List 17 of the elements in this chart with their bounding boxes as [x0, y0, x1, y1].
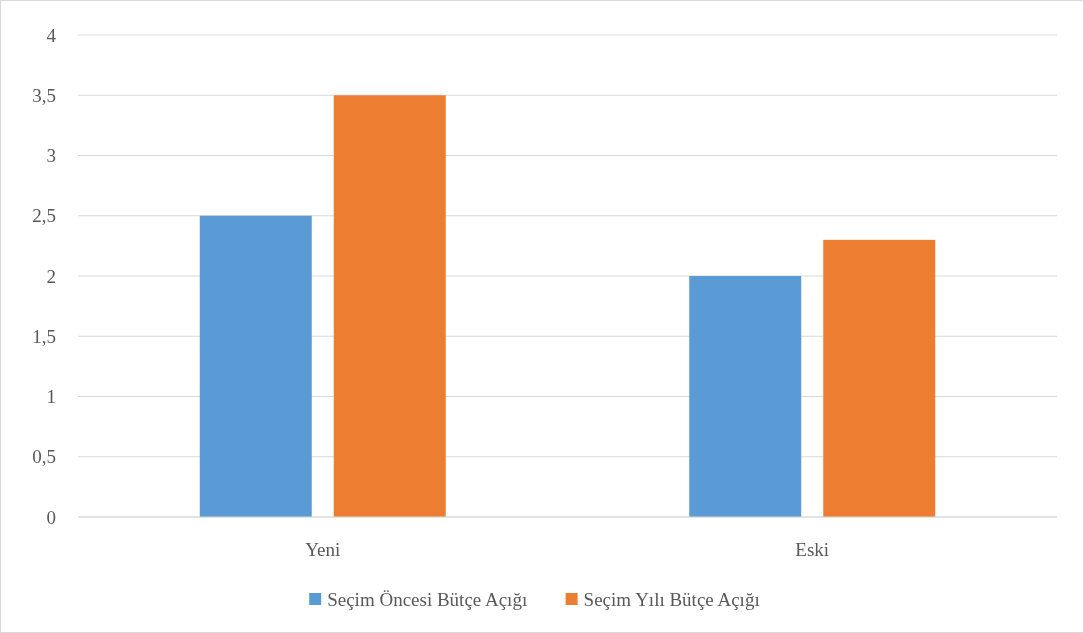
y-tick-label: 1 [46, 386, 56, 407]
bar [199, 215, 312, 517]
y-tick-label: 1,5 [32, 325, 56, 347]
x-tick-label: Eski [795, 538, 830, 560]
bar [823, 239, 936, 517]
x-tick-label: Yeni [305, 538, 341, 560]
y-tick-label: 2 [46, 265, 56, 287]
y-tick-label: 0,5 [32, 446, 56, 468]
bar [689, 276, 802, 517]
y-tick-label: 4 [46, 24, 57, 46]
y-tick-label: 3,5 [32, 84, 56, 106]
y-tick-label: 3 [46, 145, 56, 166]
legend-label: Seçim Öncesi Bütçe Açığı [327, 588, 528, 610]
y-tick-label: 0 [46, 506, 56, 528]
legend-label: Seçim Yılı Bütçe Açığı [583, 588, 760, 610]
bar [333, 95, 446, 517]
y-tick-label: 2,5 [32, 205, 56, 227]
